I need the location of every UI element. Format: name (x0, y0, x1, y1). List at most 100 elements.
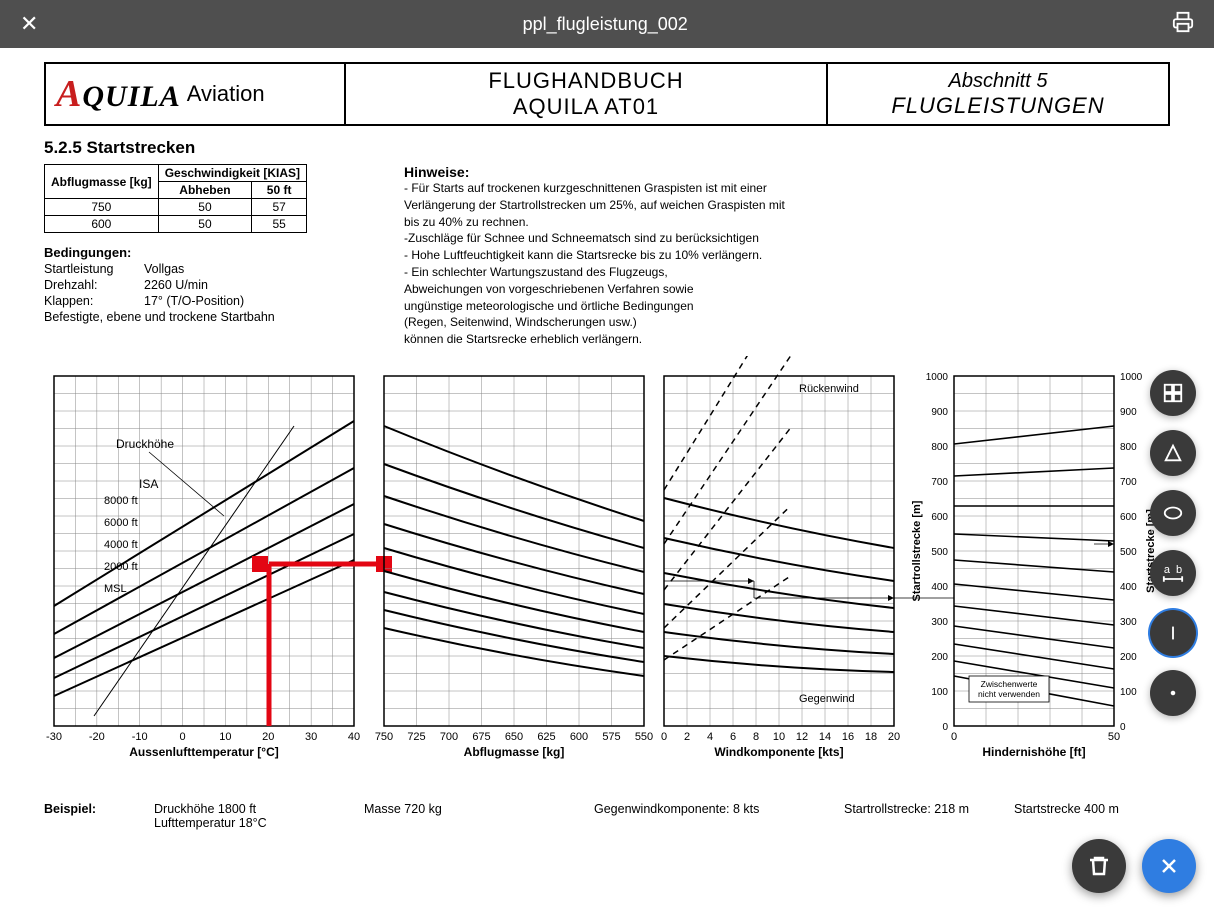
hint-line: Abweichungen von vorgeschriebenen Verfah… (404, 281, 1170, 298)
bottom-actions (1072, 839, 1196, 893)
tool-triangle-icon[interactable] (1150, 430, 1196, 476)
example-col2: Masse 720 kg (364, 802, 574, 830)
svg-text:0: 0 (951, 731, 957, 743)
svg-text:100: 100 (931, 687, 948, 698)
tool-grid-icon[interactable] (1150, 370, 1196, 416)
condition-line: Drehzahl:2260 U/min (44, 278, 364, 292)
svg-text:8: 8 (753, 731, 759, 743)
header-right-2: FLUGLEISTUNGEN (891, 93, 1104, 119)
svg-text:0: 0 (942, 722, 948, 733)
svg-text:-30: -30 (46, 731, 62, 743)
tool-measure-icon[interactable]: a b (1150, 550, 1196, 596)
trash-button[interactable] (1072, 839, 1126, 893)
hint-line: (Regen, Seitenwind, Windscherungen usw.) (404, 314, 1170, 331)
dismiss-button[interactable] (1142, 839, 1196, 893)
svg-text:ISA: ISA (139, 477, 158, 491)
table-row: 6005055 (45, 216, 307, 233)
svg-text:14: 14 (819, 731, 831, 743)
example-label: Beispiel: (44, 802, 134, 830)
speed-table: Abflugmasse [kg] Geschwindigkeit [KIAS] … (44, 164, 307, 233)
doc-title: ppl_flugleistung_002 (38, 14, 1172, 35)
th-speed: Geschwindigkeit [KIAS] (158, 165, 306, 182)
table-row: 7505057 (45, 199, 307, 216)
example-col1: Druckhöhe 1800 ft Lufttemperatur 18°C (154, 802, 344, 830)
svg-text:900: 900 (931, 407, 948, 418)
hints-title: Hinweise: (404, 164, 1170, 180)
svg-text:1000: 1000 (1120, 372, 1143, 383)
hint-line: -Zuschläge für Schnee und Schneematsch s… (404, 230, 1170, 247)
svg-text:20: 20 (888, 731, 900, 743)
hint-line: Verlängerung der Startrollstrecken um 25… (404, 197, 1170, 214)
content-row: Abflugmasse [kg] Geschwindigkeit [KIAS] … (44, 164, 1170, 348)
left-column: Abflugmasse [kg] Geschwindigkeit [KIAS] … (44, 164, 364, 348)
svg-text:40: 40 (348, 731, 360, 743)
svg-text:Hindernishöhe [ft]: Hindernishöhe [ft] (982, 745, 1085, 759)
example-col5: Startstrecke 400 m (1014, 802, 1119, 830)
svg-text:50: 50 (1108, 731, 1120, 743)
example-col4: Startrollstrecke: 218 m (844, 802, 994, 830)
svg-text:10: 10 (773, 731, 785, 743)
right-column: Hinweise: - Für Starts auf trockenen kur… (404, 164, 1170, 348)
header-center: FLUGHANDBUCH AQUILA AT01 (346, 64, 828, 124)
svg-text:-20: -20 (89, 731, 105, 743)
svg-text:18: 18 (865, 731, 877, 743)
svg-text:10: 10 (219, 731, 231, 743)
svg-text:800: 800 (931, 442, 948, 453)
condition-line: Klappen:17° (T/O-Position) (44, 294, 364, 308)
logo-cell: AQUILA Aviation (46, 64, 346, 124)
section-title: 5.2.5 Startstrecken (44, 138, 1170, 158)
svg-text:700: 700 (440, 731, 458, 743)
svg-text:800: 800 (1120, 442, 1137, 453)
print-icon[interactable] (1172, 11, 1194, 38)
tool-ellipse-icon[interactable] (1150, 490, 1196, 536)
hint-line: - Für Starts auf trockenen kurzgeschnitt… (404, 180, 1170, 197)
svg-text:550: 550 (635, 731, 653, 743)
svg-text:0: 0 (661, 731, 667, 743)
hint-line: können die Startsrecke erheblich verläng… (404, 331, 1170, 348)
th-liftoff: Abheben (158, 182, 252, 199)
charts-area: -30-20-10010203040Aussenlufttemperatur [… (44, 356, 1170, 796)
close-icon[interactable]: ✕ (20, 11, 38, 37)
svg-text:2: 2 (684, 731, 690, 743)
tool-point-icon[interactable] (1150, 670, 1196, 716)
hint-line: - Hohe Luftfeuchtigkeit kann die Startsr… (404, 247, 1170, 264)
svg-text:Zwischenwerte: Zwischenwerte (981, 679, 1038, 689)
svg-text:750: 750 (375, 731, 393, 743)
svg-text:500: 500 (931, 547, 948, 558)
svg-text:Abflugmasse [kg]: Abflugmasse [kg] (464, 745, 565, 759)
logo-sub: Aviation (187, 81, 265, 107)
logo: AQUILA (56, 72, 181, 116)
charts-svg: -30-20-10010203040Aussenlufttemperatur [… (44, 356, 1164, 776)
svg-text:MSL: MSL (104, 583, 127, 595)
svg-text:200: 200 (931, 652, 948, 663)
svg-text:100: 100 (1120, 687, 1137, 698)
runway-note: Befestigte, ebene und trockene Startbahn (44, 310, 364, 324)
svg-text:8000 ft: 8000 ft (104, 495, 138, 507)
svg-text:575: 575 (602, 731, 620, 743)
svg-text:Druckhöhe: Druckhöhe (116, 437, 174, 451)
svg-text:16: 16 (842, 731, 854, 743)
svg-text:0: 0 (1120, 722, 1126, 733)
svg-text:6: 6 (730, 731, 736, 743)
svg-text:1000: 1000 (926, 372, 949, 383)
svg-text:12: 12 (796, 731, 808, 743)
svg-text:Startrollstrecke [m]: Startrollstrecke [m] (911, 500, 923, 601)
hint-line: bis zu 40% zu rechnen. (404, 214, 1170, 231)
svg-text:900: 900 (1120, 407, 1137, 418)
header-center-1: FLUGHANDBUCH (488, 68, 683, 94)
th-mass: Abflugmasse [kg] (45, 165, 159, 199)
svg-text:300: 300 (1120, 617, 1137, 628)
condition-line: StartleistungVollgas (44, 262, 364, 276)
tool-line-icon[interactable] (1150, 610, 1196, 656)
doc-header: AQUILA Aviation FLUGHANDBUCH AQUILA AT01… (44, 62, 1170, 126)
svg-text:Aussenlufttemperatur [°C]: Aussenlufttemperatur [°C] (129, 745, 278, 759)
hint-line: ungünstige meteorologische und örtliche … (404, 298, 1170, 315)
svg-text:625: 625 (537, 731, 555, 743)
svg-text:0: 0 (180, 731, 186, 743)
svg-text:650: 650 (505, 731, 523, 743)
topbar: ✕ ppl_flugleistung_002 (0, 0, 1214, 48)
svg-text:600: 600 (1120, 512, 1137, 523)
svg-text:20: 20 (262, 731, 274, 743)
svg-text:2000 ft: 2000 ft (104, 561, 138, 573)
header-right-1: Abschnitt 5 (949, 70, 1048, 93)
